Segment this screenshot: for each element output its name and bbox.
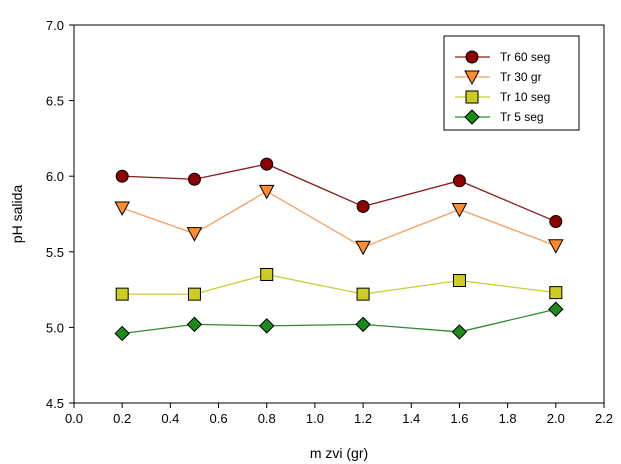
series-line <box>122 308 556 335</box>
x-tick-label: 1.8 <box>499 411 517 426</box>
x-tick-label: 1.4 <box>402 411 420 426</box>
y-tick-label: 4.5 <box>46 396 64 411</box>
data-point <box>451 202 468 218</box>
y-tick-label: 5.0 <box>46 320 64 335</box>
data-point <box>187 172 201 186</box>
y-tick-label: 6.0 <box>46 169 64 184</box>
series-1 <box>115 157 563 229</box>
data-point <box>549 286 563 300</box>
y-tick-label: 5.5 <box>46 245 64 260</box>
legend-entry: Tr 10 seg <box>455 90 550 104</box>
x-tick-label: 2.0 <box>547 411 565 426</box>
data-point <box>259 318 275 334</box>
x-axis-title: m zvi (gr) <box>310 445 368 461</box>
legend-marker <box>464 70 480 86</box>
x-tick-label: 1.6 <box>450 411 468 426</box>
y-axis-title: pH salida <box>9 185 25 244</box>
x-tick-label: 2.2 <box>595 411 613 426</box>
legend: Tr 60 seg Tr 30 gr Tr 10 seg Tr 5 seg <box>443 35 580 131</box>
data-point <box>258 184 275 200</box>
y-axis: 4.5 5.0 5.5 6.0 6.5 7.0 <box>46 18 74 411</box>
series-2 <box>114 184 564 256</box>
legend-marker <box>465 90 479 104</box>
legend-entry: Tr 60 seg <box>455 50 550 64</box>
data-point <box>115 287 129 301</box>
x-tick-label: 0.6 <box>210 411 228 426</box>
x-tick-label: 1.2 <box>354 411 372 426</box>
x-axis: 0.0 0.2 0.4 0.6 0.8 1.0 1.2 1.4 1.6 1.8 2.0 2.2 <box>65 403 613 426</box>
data-point <box>356 287 370 301</box>
series-line <box>121 190 557 248</box>
data-point <box>452 174 466 188</box>
data-point <box>186 227 203 242</box>
data-point <box>260 267 274 281</box>
data-point <box>355 316 371 333</box>
data-point <box>260 157 274 171</box>
data-point <box>187 287 201 301</box>
legend-label: Tr 5 seg <box>500 110 544 124</box>
x-tick-label: 1.0 <box>306 411 324 426</box>
legend-label: Tr 30 gr <box>500 70 542 84</box>
legend-marker <box>465 50 479 64</box>
data-point <box>548 301 564 317</box>
data-point <box>114 201 131 217</box>
data-point <box>115 169 129 183</box>
series-layer <box>114 157 564 342</box>
x-tick-label: 0.8 <box>258 411 276 426</box>
plot-frame <box>73 24 605 404</box>
series-line <box>122 273 556 295</box>
data-point <box>114 325 130 342</box>
series-line <box>122 163 557 223</box>
data-point <box>549 215 563 229</box>
x-tick-label: 0.0 <box>65 411 83 426</box>
series-3 <box>115 267 563 301</box>
data-point <box>547 239 564 254</box>
data-point <box>451 324 468 340</box>
legend-entry: Tr 5 seg <box>455 109 544 125</box>
legend-label: Tr 10 seg <box>500 90 550 104</box>
data-point <box>186 316 203 333</box>
legend-entry: Tr 30 gr <box>455 70 542 86</box>
y-tick-label: 6.5 <box>46 94 64 109</box>
series-4 <box>114 301 564 342</box>
data-point <box>355 240 371 256</box>
x-tick-label: 0.2 <box>113 411 131 426</box>
data-point <box>356 199 370 213</box>
legend-box <box>443 35 580 131</box>
data-point <box>452 274 466 288</box>
y-tick-label: 7.0 <box>46 18 64 33</box>
x-tick-label: 0.4 <box>161 411 179 426</box>
legend-label: Tr 60 seg <box>500 50 550 64</box>
legend-marker <box>464 109 480 125</box>
